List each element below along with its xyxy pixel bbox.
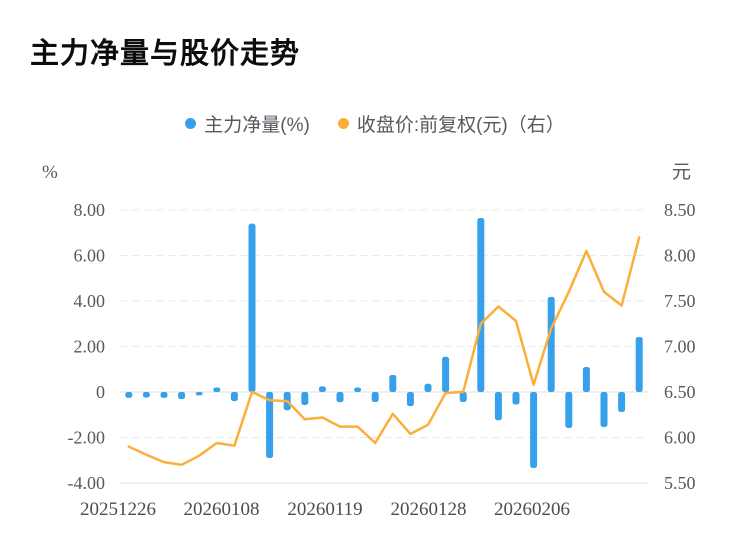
legend-label: 收盘价:前复权(元)（右） bbox=[356, 115, 565, 136]
net-volume-bar bbox=[494, 392, 502, 421]
right-axis-tick: 8.00 bbox=[664, 246, 696, 266]
left-axis-tick: 6.00 bbox=[74, 246, 106, 266]
net-volume-bar bbox=[230, 392, 238, 402]
left-axis-tick: 8.00 bbox=[74, 200, 106, 220]
net-volume-bar bbox=[565, 392, 573, 428]
net-volume-bar bbox=[178, 392, 186, 400]
right-axis-unit: 元 bbox=[672, 162, 691, 183]
net-volume-bar bbox=[160, 392, 168, 398]
x-axis-date-label: 20251226 bbox=[80, 499, 156, 520]
net-volume-bar bbox=[442, 356, 450, 392]
legend-item-main-net-volume[interactable]: 主力净量(%) bbox=[185, 110, 310, 137]
legend-item-close-price[interactable]: 收盘价:前复权(元)（右） bbox=[337, 110, 565, 137]
net-volume-bar bbox=[371, 392, 379, 403]
x-axis-date-label: 20260128 bbox=[391, 499, 467, 520]
left-axis-tick: -2.00 bbox=[68, 428, 106, 448]
net-volume-bar bbox=[582, 366, 590, 392]
net-volume-bar bbox=[125, 392, 133, 398]
net-volume-bar bbox=[477, 217, 485, 392]
legend-dot-yellow-icon bbox=[337, 118, 349, 129]
right-axis-tick: 7.50 bbox=[664, 291, 696, 311]
right-axis-tick: 6.00 bbox=[664, 428, 696, 448]
right-axis-tick: 8.50 bbox=[664, 200, 696, 220]
right-axis-tick: 5.50 bbox=[664, 473, 696, 493]
x-axis-date-label: 20260119 bbox=[287, 499, 362, 520]
net-volume-bar bbox=[318, 386, 326, 392]
chart-title: 主力净量与股价走势 bbox=[30, 38, 301, 70]
legend-dot-blue-icon bbox=[185, 118, 197, 129]
net-volume-bar bbox=[406, 392, 414, 407]
x-axis-date-label: 20260108 bbox=[184, 499, 260, 520]
net-volume-bar bbox=[600, 392, 608, 428]
net-volume-bar bbox=[389, 374, 397, 392]
legend-label: 主力净量(%) bbox=[204, 115, 310, 136]
left-axis-tick: 0 bbox=[96, 382, 105, 402]
x-axis-date-label: 20260206 bbox=[494, 499, 570, 520]
close-price-line bbox=[127, 236, 641, 467]
right-axis-tick: 7.00 bbox=[664, 337, 696, 357]
left-axis-tick: 4.00 bbox=[74, 291, 106, 311]
net-volume-bar bbox=[459, 392, 467, 403]
legend: 主力净量(%) 收盘价:前复权(元)（右） bbox=[0, 110, 750, 137]
net-volume-bar bbox=[530, 392, 538, 468]
net-volume-bar bbox=[618, 392, 626, 413]
net-volume-bar bbox=[248, 223, 256, 392]
net-volume-bar bbox=[512, 392, 520, 405]
net-volume-bar bbox=[424, 383, 432, 392]
net-volume-bar bbox=[301, 392, 309, 405]
left-axis-unit: % bbox=[42, 162, 58, 183]
right-axis-tick: 6.50 bbox=[664, 382, 696, 402]
left-axis-tick: 2.00 bbox=[74, 337, 106, 357]
net-volume-bar bbox=[635, 336, 643, 392]
net-volume-bar bbox=[547, 296, 555, 392]
net-volume-bar bbox=[142, 392, 150, 398]
net-volume-bar bbox=[354, 387, 362, 392]
net-volume-bar bbox=[195, 392, 203, 396]
left-axis-tick: -4.00 bbox=[68, 473, 106, 493]
net-volume-bar bbox=[213, 387, 221, 392]
net-volume-bar bbox=[266, 392, 274, 458]
net-volume-bar bbox=[336, 392, 344, 403]
